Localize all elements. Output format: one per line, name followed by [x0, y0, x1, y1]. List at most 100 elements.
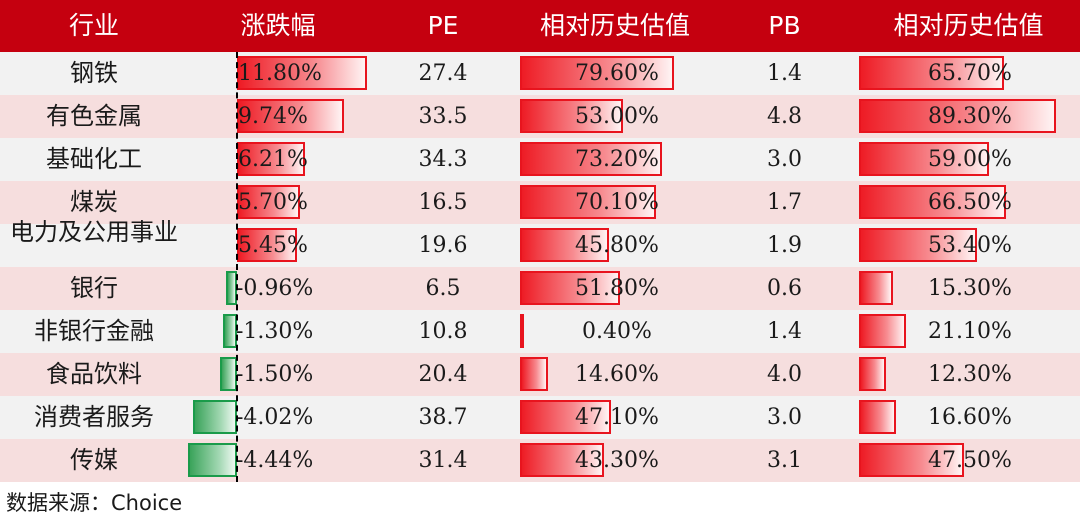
pb-percentile-label: 65.70% [928, 61, 1012, 86]
source-note: 数据来源：Choice [6, 491, 183, 515]
pe-value: 31.4 [418, 448, 468, 473]
change-label: -4.44% [236, 448, 314, 473]
pb-percentile-bar [859, 443, 964, 477]
pe-value: 34.3 [418, 147, 468, 172]
pb-percentile-label: 47.50% [928, 448, 1012, 473]
change-bar [220, 357, 237, 391]
pe-percentile-bar [520, 185, 656, 219]
header-pb-percentile: 相对历史估值 [893, 11, 1044, 40]
pe-percentile-label: 43.30% [575, 448, 659, 473]
pb-value: 1.9 [767, 233, 802, 258]
pb-value: 1.4 [767, 61, 802, 86]
pb-percentile-label: 89.30% [928, 104, 1012, 129]
pb-value: 3.0 [767, 147, 802, 172]
change-bar [192, 400, 237, 434]
industry-label: 基础化工 [46, 145, 142, 173]
table-row: 基础化工 6.21% 34.3 73.20% 3.0 59.00% [0, 138, 1080, 181]
pb-value: 3.0 [767, 405, 802, 430]
industry-label: 钢铁 [70, 59, 118, 87]
table-row: 煤炭 5.70% 16.5 70.10% 1.7 66.50% [0, 181, 1080, 224]
pb-value: 0.6 [767, 276, 802, 301]
pb-percentile-bar [859, 314, 906, 348]
pe-percentile-label: 14.60% [575, 362, 659, 387]
change-bar [237, 99, 345, 133]
change-label: -0.96% [236, 276, 314, 301]
change-label: 5.45% [238, 233, 308, 258]
industry-label: 电力及公用事业 [10, 220, 178, 246]
table-row: 电力及公用事业 5.45% 19.6 45.80% 1.9 53.40% [0, 220, 1080, 267]
table-header: 行业 涨跌幅 PE 相对历史估值 PB 相对历史估值 [0, 0, 1080, 52]
pe-percentile-bar [520, 228, 609, 262]
industry-label: 非银行金融 [34, 317, 154, 345]
pb-percentile-bar [859, 142, 990, 176]
pe-percentile-bar [520, 56, 674, 90]
pe-percentile-bar [520, 99, 623, 133]
pb-value: 1.7 [767, 190, 802, 215]
pe-percentile-bar [520, 357, 549, 391]
pe-percentile-label: 79.60% [575, 61, 659, 86]
table-row: 消费者服务 -4.02% 38.7 47.10% 3.0 16.60% [0, 396, 1080, 439]
pe-percentile-bar [520, 271, 621, 305]
pb-value: 3.1 [767, 448, 802, 473]
pb-percentile-bar [859, 271, 893, 305]
pb-percentile-label: 53.40% [928, 233, 1012, 258]
pb-percentile-label: 16.60% [928, 405, 1012, 430]
header-pb: PB [768, 11, 801, 40]
table-row: 传媒 -4.44% 31.4 43.30% 3.1 47.50% [0, 439, 1080, 482]
pe-value: 20.4 [418, 362, 468, 387]
change-bar [188, 443, 237, 477]
change-label: 5.70% [238, 190, 308, 215]
pe-percentile-label: 51.80% [575, 276, 659, 301]
change-bar [237, 228, 298, 262]
pb-percentile-bar [859, 185, 1006, 219]
header-industry: 行业 [68, 11, 119, 40]
table-row: 银行 -0.96% 6.5 51.80% 0.6 15.30% [0, 267, 1080, 310]
industry-label: 消费者服务 [34, 403, 154, 431]
valuation-table: 行业 涨跌幅 PE 相对历史估值 PB 相对历史估值 钢铁 11.80% 27.4 7… [0, 0, 1080, 482]
pb-percentile-label: 15.30% [928, 276, 1012, 301]
pe-percentile-label: 73.20% [575, 147, 659, 172]
change-bar [237, 142, 306, 176]
table-row: 钢铁 11.80% 27.4 79.60% 1.4 65.70% [0, 52, 1080, 95]
pe-percentile-label: 70.10% [575, 190, 659, 215]
change-bar [237, 56, 367, 90]
pe-percentile-bar [520, 443, 604, 477]
industry-label: 有色金属 [46, 102, 142, 130]
pb-percentile-bar [859, 99, 1056, 133]
pe-value: 10.8 [418, 319, 468, 344]
pe-value: 19.6 [418, 233, 468, 258]
pb-percentile-bar [859, 56, 1004, 90]
pe-percentile-label: 53.00% [575, 104, 659, 129]
pb-percentile-bar [859, 228, 977, 262]
pb-value: 1.4 [767, 319, 802, 344]
zero-axis-line [236, 52, 238, 482]
pe-value: 16.5 [418, 190, 468, 215]
pe-value: 6.5 [425, 276, 461, 301]
pb-percentile-label: 21.10% [928, 319, 1012, 344]
header-pe: PE [427, 11, 459, 40]
change-label: -4.02% [236, 405, 314, 430]
industry-label: 煤炭 [70, 188, 118, 216]
change-label: -1.30% [236, 319, 314, 344]
pe-percentile-label: 47.10% [575, 405, 659, 430]
pb-percentile-bar [859, 400, 896, 434]
pb-percentile-label: 66.50% [928, 190, 1012, 215]
table-row: 有色金属 9.74% 33.5 53.00% 4.8 89.30% [0, 95, 1080, 138]
pb-percentile-bar [859, 357, 887, 391]
change-label: 9.74% [238, 104, 308, 129]
pb-value: 4.8 [767, 104, 802, 129]
pe-percentile-bar [520, 314, 524, 348]
industry-label: 传媒 [70, 446, 118, 474]
pe-percentile-bar [520, 142, 662, 176]
table-row: 食品饮料 -1.50% 20.4 14.60% 4.0 12.30% [0, 353, 1080, 396]
industry-label: 银行 [70, 274, 118, 302]
header-pe-percentile: 相对历史估值 [539, 11, 690, 40]
change-label: -1.50% [236, 362, 314, 387]
change-label: 6.21% [238, 147, 308, 172]
pe-value: 27.4 [418, 61, 468, 86]
pe-value: 38.7 [418, 405, 468, 430]
pb-value: 4.0 [767, 362, 802, 387]
pe-percentile-label: 45.80% [575, 233, 659, 258]
header-change: 涨跌幅 [240, 11, 316, 40]
pe-value: 33.5 [418, 104, 468, 129]
